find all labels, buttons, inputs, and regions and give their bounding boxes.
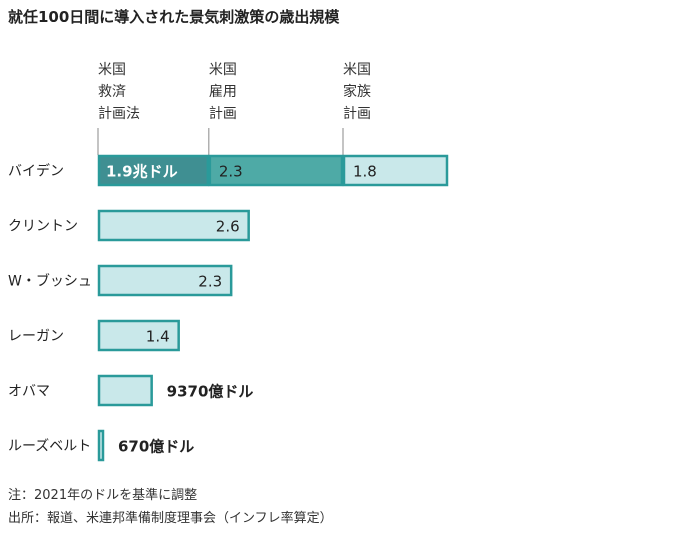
plan-label-line: 計画	[343, 106, 371, 122]
category-label: W・ブッシュ	[8, 273, 92, 290]
note-adjustment: 注：2021年のドルを基準に調整	[8, 487, 197, 503]
bar-row: オバマ 9370億ドル	[8, 374, 254, 407]
bar-row: W・ブッシュ 2.3	[8, 264, 233, 297]
bars: バイデン 1.9兆ドル 2.3 1.8 クリントン 2.6 W・ブッシュ 2.3 レーガン 1.4…	[8, 154, 449, 462]
category-label: クリントン	[8, 219, 78, 235]
plan-label-line: 米国	[98, 62, 126, 78]
value-label: 2.3	[198, 273, 222, 291]
bar-segment	[97, 154, 210, 187]
category-label: レーガン	[8, 329, 64, 345]
bar-segment	[97, 209, 250, 242]
category-label: オバマ	[8, 384, 50, 400]
value-label: 9370億ドル	[167, 383, 254, 401]
bar-segment	[208, 154, 344, 187]
note-source: 出所：報道、米連邦準備制度理事会（インフレ率算定）	[8, 510, 333, 526]
value-label: 2.6	[216, 218, 240, 236]
bar-row: レーガン 1.4	[8, 319, 180, 352]
category-label: バイデン	[8, 163, 64, 180]
bar-segment	[97, 429, 105, 462]
value-label: 2.3	[219, 163, 243, 181]
plan-label-line: 計画	[209, 106, 237, 122]
bar-segment	[97, 319, 180, 352]
plan-label-line: 雇用	[209, 83, 237, 100]
bar-segment	[97, 264, 233, 297]
value-label: 1.8	[353, 163, 377, 181]
bar-row: ルーズベルト 670億ドル	[8, 429, 194, 462]
category-label: ルーズベルト	[8, 439, 91, 455]
plan-label-line: 計画法	[98, 106, 140, 122]
plan-label-line: 家族	[343, 83, 371, 100]
bar-segment	[342, 154, 449, 187]
value-label: 1.9兆ドル	[106, 163, 178, 181]
plan-label-line: 救済	[98, 84, 126, 100]
value-label: 670億ドル	[118, 438, 194, 456]
bar-segment	[97, 374, 153, 407]
value-label: 1.4	[146, 328, 170, 346]
bar-row: クリントン 2.6	[8, 209, 250, 242]
plan-label-line: 米国	[209, 62, 237, 78]
plan-label-line: 米国	[343, 62, 371, 78]
bar-row: バイデン 1.9兆ドル 2.3 1.8	[8, 154, 449, 187]
chart-title: 就任100日間に導入された景気刺激策の歳出規模	[8, 8, 340, 26]
